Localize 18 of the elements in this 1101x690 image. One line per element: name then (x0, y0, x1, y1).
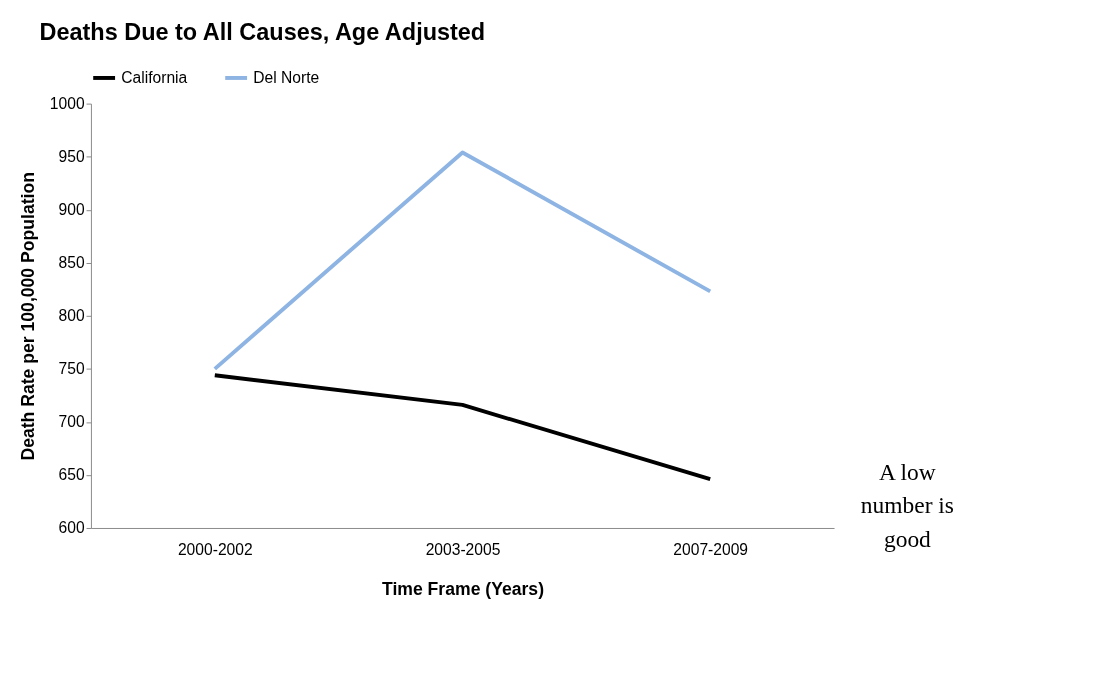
y-axis-title: Death Rate per 100,000 Population (18, 172, 39, 461)
y-tick-label: 800 (58, 307, 85, 325)
y-tick-label: 750 (58, 360, 85, 378)
y-tick-label: 700 (58, 413, 85, 431)
x-axis-title: Time Frame (Years) (381, 578, 544, 599)
x-tick-label: 2003-2005 (425, 540, 501, 558)
legend-label: Del Norte (253, 68, 320, 86)
y-tick-label: 1000 (49, 95, 85, 113)
y-tick-label: 900 (58, 201, 85, 219)
y-tick-label: 600 (58, 519, 85, 537)
x-tick-label: 2007-2009 (673, 540, 749, 558)
x-tick-label: 2000-2002 (177, 540, 253, 558)
y-tick-label: 650 (58, 466, 85, 484)
y-tick-label: 850 (58, 254, 85, 272)
chart-title: Deaths Due to All Causes, Age Adjusted (39, 19, 486, 46)
text: A low number is good (860, 459, 954, 552)
y-tick-label: 950 (58, 148, 85, 166)
legend-label: California (121, 68, 188, 86)
